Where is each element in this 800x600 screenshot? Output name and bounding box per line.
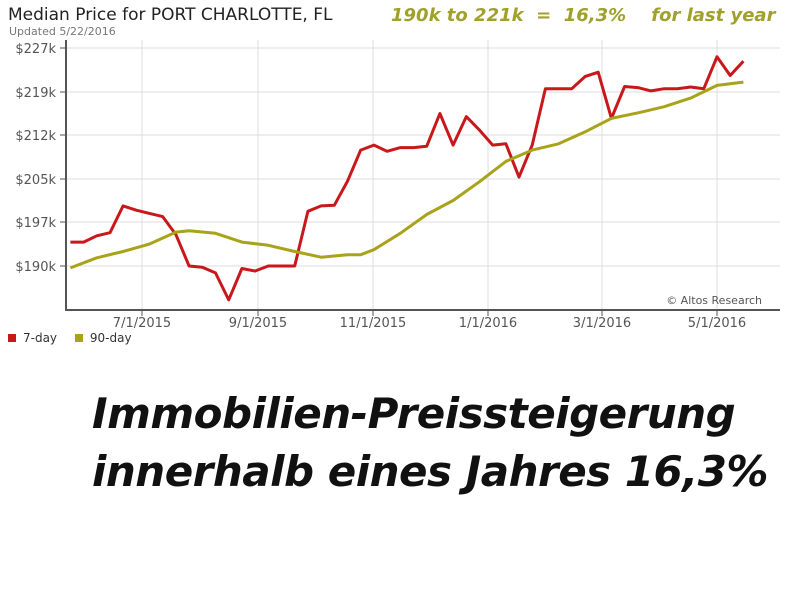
x-tick-labels: 7/1/2015 9/1/2015 11/1/2015 1/1/2016 3/1/201… xyxy=(113,316,746,330)
x-tick-label: 9/1/2015 xyxy=(229,316,287,330)
legend-label: 90-day xyxy=(89,331,132,345)
legend-swatch-olive xyxy=(74,334,83,342)
y-tick-label: $212k xyxy=(15,129,56,144)
x-tick-label: 1/1/2016 xyxy=(459,316,517,330)
legend-swatch-red xyxy=(8,334,16,342)
x-tick-label: 11/1/2015 xyxy=(340,316,407,330)
x-tick-label: 3/1/2016 xyxy=(573,316,631,330)
chart-legend: 7-day 90-day xyxy=(8,331,146,345)
updated-date: Updated 5/22/2016 xyxy=(9,25,116,38)
series-line-90-day xyxy=(69,80,744,270)
chart-annotation: 190k to 221k = 16,3% for last year xyxy=(391,5,776,26)
x-tick-label: 5/1/2016 xyxy=(688,316,746,330)
headline-line-2: innerhalb eines Jahres 16,3% xyxy=(92,447,769,496)
y-tick-labels: $190k $197k $205k $212k $219k $227k xyxy=(15,42,56,275)
chart-title: Median Price for PORT CHARLOTTE, FL xyxy=(8,5,333,25)
y-tick-label: $205k xyxy=(15,173,56,188)
legend-label: 7-day xyxy=(23,331,58,345)
series-line-7-day xyxy=(70,55,745,302)
series xyxy=(69,55,745,302)
line-chart: $190k $197k $205k $212k $219k $227k 7/1/2015 9… xyxy=(15,40,780,330)
x-tick-label: 7/1/2015 xyxy=(113,316,171,330)
headline-line-1: Immobilien-Preissteigerung xyxy=(92,389,736,438)
watermark-text: © Altos Research xyxy=(666,294,762,307)
legend-item-90-day[interactable]: 90-day xyxy=(74,331,132,345)
y-tick-label: $190k xyxy=(15,260,56,275)
y-tick-label: $227k xyxy=(15,42,56,57)
y-tick-label: $197k xyxy=(15,216,56,231)
y-tick-label: $219k xyxy=(15,86,56,101)
grid-lines xyxy=(60,40,780,316)
axes xyxy=(65,40,780,311)
headline: Immobilien-Preissteigerung innerhalb ein… xyxy=(92,385,769,501)
legend-item-7-day[interactable]: 7-day xyxy=(8,331,57,345)
